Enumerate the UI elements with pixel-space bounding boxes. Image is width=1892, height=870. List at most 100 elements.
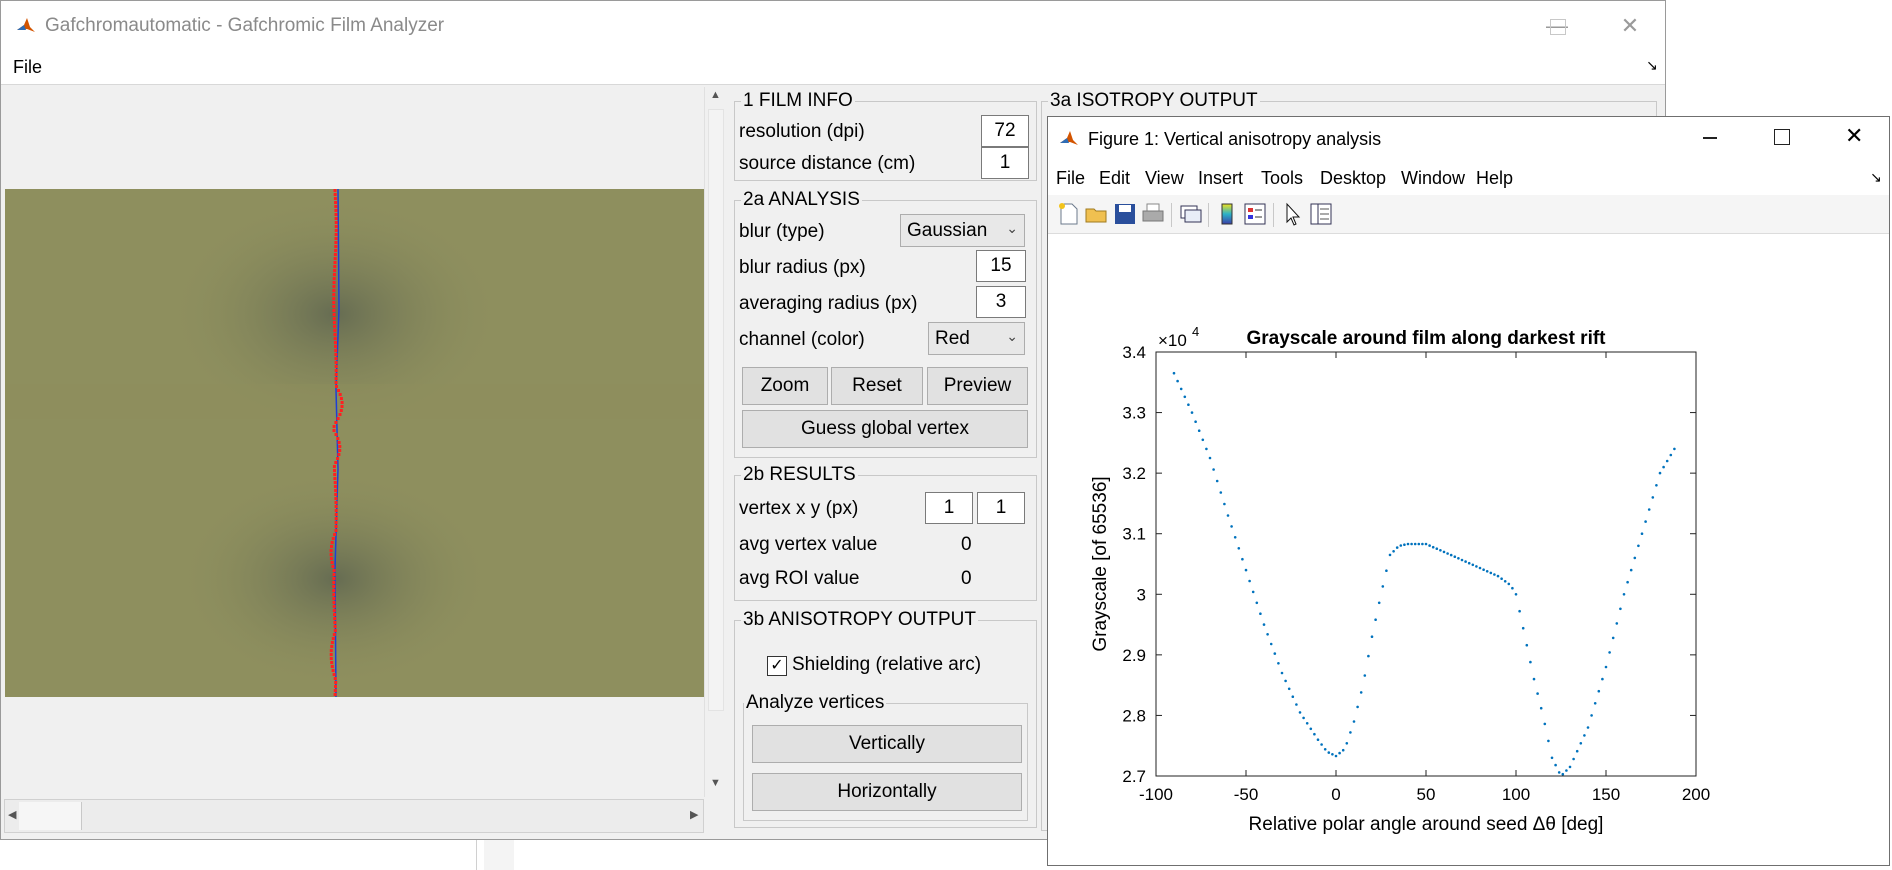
trace-point bbox=[332, 585, 336, 588]
fig-menu-insert[interactable]: Insert bbox=[1198, 168, 1244, 188]
channel-select[interactable]: Red ⌄ bbox=[928, 322, 1025, 355]
anisotropy-chart[interactable]: Grayscale around film along darkest rift… bbox=[1048, 234, 1889, 865]
reset-button[interactable]: Reset bbox=[831, 367, 923, 405]
data-point bbox=[1223, 502, 1226, 506]
resolution-input[interactable]: 72 bbox=[981, 115, 1029, 147]
blur-type-select[interactable]: Gaussian ⌄ bbox=[900, 214, 1025, 247]
fig-menu-edit[interactable]: Edit bbox=[1099, 168, 1131, 188]
fig-menu-tools[interactable]: Tools bbox=[1261, 168, 1304, 188]
trace-point bbox=[334, 217, 338, 220]
trace-point bbox=[332, 289, 336, 292]
maximize-square-icon[interactable] bbox=[1550, 19, 1566, 35]
data-point bbox=[1287, 687, 1291, 691]
trace-point bbox=[334, 381, 338, 384]
scroll-thumb-vertical[interactable] bbox=[708, 109, 724, 711]
data-point bbox=[1514, 593, 1518, 596]
colorbar-icon[interactable] bbox=[1214, 201, 1240, 227]
shielding-label[interactable]: Shielding (relative arc) bbox=[792, 654, 982, 675]
shielding-checkbox[interactable]: ✓ bbox=[767, 656, 787, 676]
data-point bbox=[1201, 438, 1205, 442]
scroll-down-icon[interactable]: ▼ bbox=[710, 777, 721, 789]
background-divider bbox=[476, 840, 477, 870]
fig-menu-file[interactable]: File bbox=[1056, 168, 1086, 188]
y-tick-label: 2.8 bbox=[1122, 706, 1146, 725]
trace-point bbox=[331, 637, 335, 640]
scroll-up-icon[interactable]: ▲ bbox=[710, 89, 721, 101]
y-tick-label: 3.2 bbox=[1122, 464, 1146, 483]
trace-point bbox=[334, 505, 338, 508]
trace-point bbox=[334, 517, 338, 520]
pointer-icon[interactable] bbox=[1280, 201, 1306, 227]
film-image[interactable] bbox=[5, 189, 704, 697]
scroll-left-icon[interactable]: ◀ bbox=[8, 809, 17, 821]
data-point bbox=[1633, 556, 1637, 560]
trace-point bbox=[334, 521, 338, 524]
trace-points bbox=[329, 189, 344, 696]
data-point bbox=[1604, 665, 1608, 669]
blur-radius-label: blur radius (px) bbox=[739, 257, 866, 278]
data-point bbox=[1421, 542, 1424, 546]
vertex-y-input[interactable]: 1 bbox=[977, 492, 1025, 524]
expand-arrow-icon[interactable]: ↘ bbox=[1646, 57, 1658, 73]
data-point bbox=[1241, 557, 1244, 561]
fig-menu-view[interactable]: View bbox=[1145, 168, 1184, 188]
minimize-button[interactable] bbox=[1703, 137, 1717, 139]
vertex-x-input[interactable]: 1 bbox=[925, 492, 973, 524]
maximize-button[interactable] bbox=[1774, 129, 1790, 145]
horizontally-button[interactable]: Horizontally bbox=[752, 773, 1022, 811]
trace-point bbox=[334, 373, 338, 376]
fig-menu-help[interactable]: Help bbox=[1476, 168, 1514, 188]
link-icon[interactable] bbox=[1178, 201, 1204, 227]
expand-arrow-icon[interactable]: ↘ bbox=[1870, 169, 1882, 185]
fig-menu-window[interactable]: Window bbox=[1401, 168, 1466, 188]
channel-value: Red bbox=[935, 328, 970, 349]
window-title: Gafchromautomatic - Gafchromic Film Anal… bbox=[45, 15, 445, 36]
preview-button[interactable]: Preview bbox=[927, 367, 1028, 405]
data-point bbox=[1302, 716, 1305, 720]
data-point bbox=[1431, 545, 1435, 549]
data-point bbox=[1359, 691, 1363, 694]
new-figure-icon[interactable] bbox=[1056, 201, 1082, 227]
fig-menu-desktop[interactable]: Desktop bbox=[1320, 168, 1387, 188]
vertically-button[interactable]: Vertically bbox=[752, 725, 1022, 763]
blur-radius-input[interactable]: 15 bbox=[976, 250, 1026, 282]
x-tick-label: -100 bbox=[1139, 785, 1173, 804]
scroll-thumb-horizontal[interactable] bbox=[19, 802, 82, 830]
toolbar-separator bbox=[1208, 203, 1209, 227]
trace-point bbox=[332, 577, 336, 580]
guess-global-vertex-button[interactable]: Guess global vertex bbox=[742, 410, 1028, 448]
averaging-radius-input[interactable]: 3 bbox=[976, 286, 1026, 318]
matlab-icon bbox=[15, 15, 37, 37]
data-point bbox=[1478, 566, 1482, 570]
close-button[interactable]: ✕ bbox=[1620, 13, 1640, 38]
trace-point bbox=[333, 617, 337, 620]
trace-point bbox=[332, 601, 336, 604]
save-icon[interactable] bbox=[1112, 201, 1138, 227]
y-tick-label: 2.7 bbox=[1122, 767, 1146, 786]
source-distance-input[interactable]: 1 bbox=[981, 147, 1029, 179]
print-icon[interactable] bbox=[1140, 201, 1166, 227]
legend-icon[interactable] bbox=[1242, 201, 1268, 227]
trace-point bbox=[333, 197, 337, 200]
data-point bbox=[1579, 742, 1583, 745]
trace-point bbox=[333, 261, 337, 264]
trace-point bbox=[334, 353, 338, 356]
chevron-down-icon: ⌄ bbox=[1006, 328, 1018, 344]
zoom-button[interactable]: Zoom bbox=[742, 367, 828, 405]
trace-point bbox=[334, 249, 338, 252]
data-point bbox=[1615, 622, 1619, 625]
trace-point bbox=[333, 677, 337, 680]
trace-point bbox=[334, 525, 338, 528]
scroll-right-icon[interactable]: ▶ bbox=[690, 809, 699, 821]
trace-point bbox=[331, 669, 335, 672]
open-icon[interactable] bbox=[1084, 201, 1110, 227]
menu-file[interactable]: File bbox=[13, 57, 43, 77]
data-point bbox=[1399, 544, 1403, 547]
data-point bbox=[1341, 748, 1345, 752]
data-point bbox=[1255, 601, 1259, 605]
horizontal-scrollbar[interactable]: ◀ ▶ bbox=[4, 799, 704, 833]
property-inspector-icon[interactable] bbox=[1308, 201, 1334, 227]
close-button[interactable]: ✕ bbox=[1845, 123, 1864, 148]
vertical-scrollbar[interactable]: ▲ ▼ bbox=[704, 87, 727, 797]
chart-title: Grayscale around film along darkest rift bbox=[1247, 328, 1607, 349]
